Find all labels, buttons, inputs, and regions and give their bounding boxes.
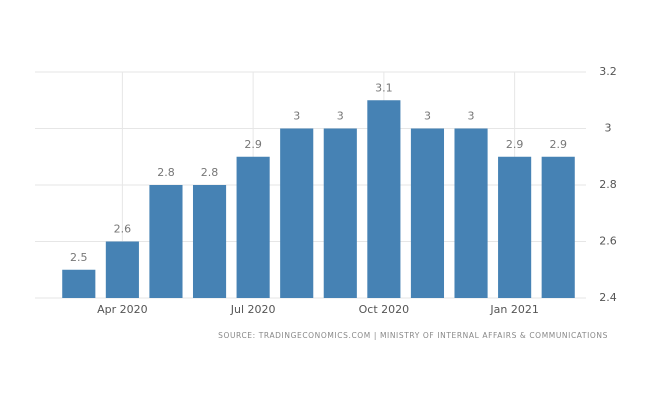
- bar: [149, 185, 183, 298]
- y-tick-label: 3.2: [599, 65, 617, 78]
- data-label: 3: [468, 110, 475, 123]
- x-tick-label: Apr 2020: [97, 303, 148, 316]
- x-tick-label: Oct 2020: [359, 303, 410, 316]
- bar: [367, 100, 401, 298]
- bar: [410, 128, 445, 298]
- bar: [105, 241, 139, 298]
- data-label: 2.6: [114, 223, 132, 236]
- y-tick-label: 2.8: [599, 178, 617, 191]
- data-label: 3.1: [375, 81, 393, 94]
- data-label: 2.8: [201, 166, 219, 179]
- x-tick-label: Jul 2020: [230, 303, 276, 316]
- data-label: 3: [337, 110, 344, 123]
- bar: [280, 128, 314, 298]
- bar: [454, 128, 488, 298]
- bar: [192, 185, 227, 298]
- bar: [498, 156, 532, 298]
- data-label: 2.8: [157, 166, 175, 179]
- data-label: 2.5: [70, 251, 88, 264]
- data-label: 2.9: [244, 138, 262, 151]
- bar: [323, 128, 357, 298]
- y-tick-label: 3: [605, 122, 612, 135]
- data-label: 3: [424, 110, 431, 123]
- bar: [541, 156, 575, 298]
- data-label: 2.9: [549, 138, 567, 151]
- source-note: SOURCE: TRADINGECONOMICS.COM | MINISTRY …: [218, 331, 608, 340]
- bar: [62, 269, 96, 298]
- data-label: 2.9: [506, 138, 524, 151]
- bar: [236, 156, 270, 298]
- data-label: 3: [293, 110, 300, 123]
- y-tick-label: 2.6: [599, 235, 617, 248]
- y-tick-label: 2.4: [599, 291, 617, 304]
- x-tick-label: Jan 2021: [489, 303, 538, 316]
